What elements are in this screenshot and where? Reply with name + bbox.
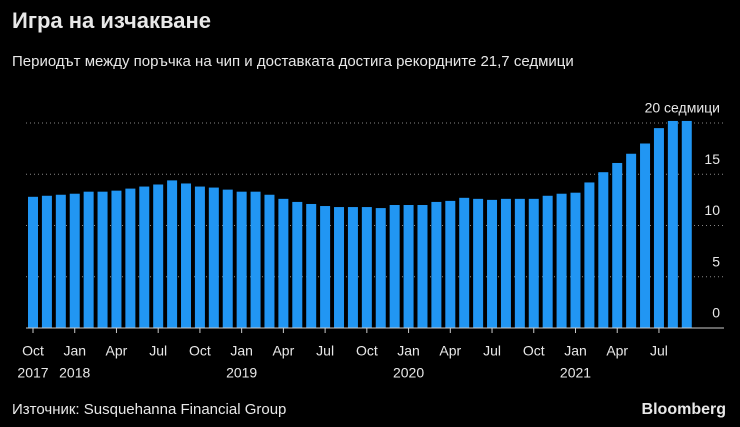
bar: [236, 191, 247, 328]
bar: [445, 200, 456, 328]
bar: [487, 199, 498, 328]
chart-title: Игра на изчакване: [12, 8, 211, 33]
x-year-label: 2021: [560, 365, 591, 381]
bar: [264, 194, 275, 328]
bar: [403, 205, 414, 328]
x-tick-label: Jan: [63, 343, 86, 359]
bar: [125, 188, 136, 328]
x-year-label: 2020: [393, 365, 424, 381]
bar: [375, 208, 386, 328]
x-tick-label: Jan: [397, 343, 420, 359]
bar: [431, 201, 442, 328]
bar: [640, 143, 651, 328]
bar: [626, 153, 637, 328]
bar: [181, 183, 192, 328]
x-tick-label: Jan: [230, 343, 253, 359]
bar: [653, 128, 664, 328]
bar: [417, 205, 428, 328]
y-tick-label: 20 седмици: [645, 100, 720, 116]
y-tick-label: 0: [712, 305, 720, 321]
x-tick-label: Oct: [356, 343, 378, 359]
x-tick-label: Oct: [189, 343, 211, 359]
bar: [528, 198, 539, 328]
x-tick-label: Oct: [22, 343, 44, 359]
bar: [334, 207, 345, 328]
bar: [584, 182, 595, 328]
bar: [598, 172, 609, 328]
bar: [83, 191, 94, 328]
x-year-label: 2019: [226, 365, 257, 381]
bar: [681, 120, 692, 328]
bar: [320, 206, 331, 328]
y-tick-label: 15: [704, 151, 720, 167]
x-year-label: 2017: [17, 365, 48, 381]
bar: [361, 207, 372, 328]
bar: [612, 162, 623, 328]
bar: [570, 192, 581, 328]
chart-subtitle: Периодът между поръчка на чип и доставка…: [12, 53, 574, 70]
x-tick-label: Jul: [149, 343, 167, 359]
x-tick-label: Apr: [106, 343, 128, 359]
bar: [167, 180, 178, 328]
bar: [69, 193, 80, 328]
bar: [292, 201, 303, 328]
bar: [153, 184, 164, 328]
x-tick-label: Oct: [523, 343, 545, 359]
y-tick-label: 5: [712, 253, 720, 269]
x-tick-label: Jul: [483, 343, 501, 359]
bar: [222, 189, 233, 328]
bar: [389, 205, 400, 328]
bar: [667, 120, 678, 328]
bar: [194, 186, 205, 328]
bar: [306, 203, 317, 328]
bar: [473, 198, 484, 328]
x-tick-label: Jan: [564, 343, 587, 359]
source: Източник: Susquehanna Financial Group: [12, 401, 286, 418]
bar: [542, 195, 553, 328]
bar: [111, 190, 122, 328]
bar: [459, 197, 470, 328]
bar: [139, 186, 150, 328]
y-tick-label: 10: [704, 202, 720, 218]
bar: [500, 198, 511, 328]
bar: [278, 198, 289, 328]
x-tick-label: Jul: [650, 343, 668, 359]
x-tick-label: Apr: [606, 343, 628, 359]
x-tick-label: Apr: [272, 343, 294, 359]
bar: [97, 191, 108, 328]
bar: [347, 207, 358, 328]
x-tick-label: Apr: [439, 343, 461, 359]
bar: [55, 194, 66, 328]
x-year-label: 2018: [59, 365, 90, 381]
brand: Bloomberg: [642, 401, 726, 418]
bar: [208, 187, 219, 328]
bar: [28, 196, 38, 328]
bar: [41, 195, 52, 328]
bar: [556, 193, 567, 328]
bar: [514, 198, 525, 328]
bar: [250, 191, 261, 328]
x-tick-label: Jul: [316, 343, 334, 359]
